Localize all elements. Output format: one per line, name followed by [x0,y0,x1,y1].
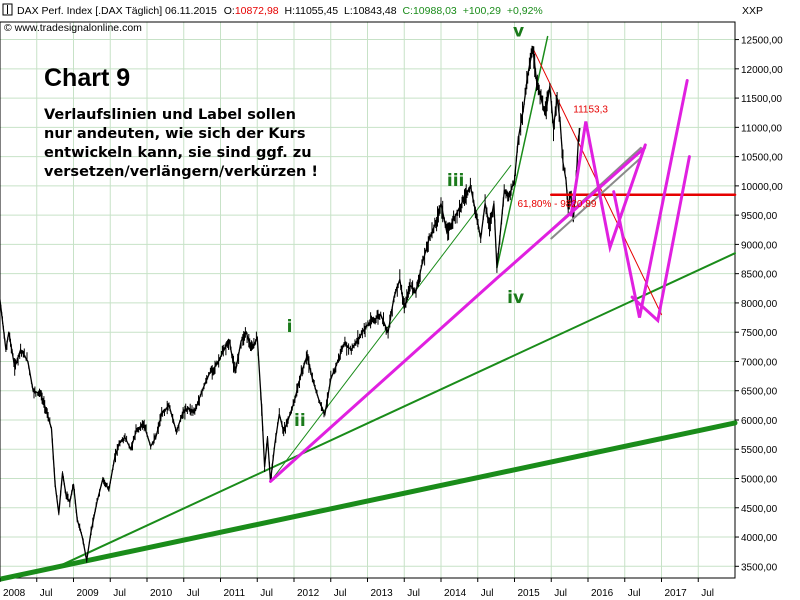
y-tick-label: 8500,00 [741,270,778,281]
annotation-title: Chart 9 [44,64,130,92]
trend-line-2011-thin [270,164,512,482]
y-tick-label: 7000,00 [741,357,778,368]
close-value: 10988,03 [413,5,457,17]
support-magenta [269,146,647,483]
y-tick-label: 7500,00 [741,328,778,339]
x-tick-label: Jul [260,588,273,599]
open-label: O: [224,5,235,17]
high-value: 11055,45 [295,5,338,17]
wave-label-iii: iii [447,171,464,191]
x-tick-label: 2008 [3,588,26,599]
x-tick-label: Jul [334,588,347,599]
high-label: H: [285,5,296,17]
price-line [0,48,581,561]
x-tick-label: 2013 [371,588,394,599]
x-tick-label: Jul [628,588,641,599]
y-tick-label: 9000,00 [741,240,778,251]
y-tick-label: 9500,00 [741,211,778,222]
y-tick-label: 4000,00 [741,533,778,544]
x-tick-label: Jul [701,588,714,599]
currency-label: XXP [742,5,763,17]
overlay-lines-over [269,79,737,483]
x-tick-label: 2010 [150,588,173,599]
y-tick-label: 8000,00 [741,299,778,310]
price-series [0,45,581,563]
x-tick-label: 2017 [665,588,688,599]
wave-label-ii: ii [294,411,306,431]
x-axis: 2008 Jul 2009 Jul 2010 Jul 2011 Jul 2012 Jul 2013 J… [0,578,714,599]
y-tick-label: 5500,00 [741,445,778,456]
x-tick-label: Jul [187,588,200,599]
price-bars [0,45,580,563]
low-value: 10843,48 [353,5,397,17]
x-tick-label: Jul [113,588,126,599]
source-label: www.tradesignalonline.com [14,22,142,34]
y-tick-label: 12500,00 [741,36,783,47]
annotation-line-3: entwickeln kann, sie sind ggf. zu [44,145,312,161]
copyright-icon: © [4,22,12,34]
annotation: Chart 9 Verlaufslinien und Label sollen … [44,64,318,180]
annotation-line-1: Verlaufslinien und Label sollen [44,107,296,123]
close-label: C: [402,5,413,17]
low-label: L: [344,5,353,17]
header: DAX Perf. Index [.DAX Täglich] 06.11.201… [2,3,763,34]
y-tick-label: 5000,00 [741,475,778,486]
svg-text:DAX Perf. Index [.DAX Täglich: DAX Perf. Index [.DAX Täglich] 06.11.201… [17,5,543,17]
chart-title: DAX Perf. Index [.DAX Täglich] 06.11.201… [17,5,217,17]
wave-label-i: i [287,317,293,337]
open-value: 10872,98 [235,5,279,17]
change-pct-value: +0,92% [507,5,543,17]
x-tick-label: Jul [554,588,567,599]
y-tick-label: 3500,00 [741,562,778,573]
x-tick-label: 2016 [591,588,614,599]
y-tick-label: 11000,00 [741,123,782,134]
level-label-11153: 11153,3 [573,105,608,116]
y-tick-label: 10500,00 [741,153,783,164]
x-tick-label: Jul [481,588,494,599]
annotation-line-4: versetzen/verlängern/verkürzen ! [44,164,318,180]
projection-1 [569,121,647,254]
projection-3 [630,155,691,324]
y-tick-label: 12000,00 [741,65,783,76]
x-tick-label: Jul [407,588,420,599]
wave-label-v: v [513,22,524,42]
y-tick-label: 4500,00 [741,504,778,515]
y-tick-label: 6500,00 [741,387,778,398]
annotation-line-2: nur andeuten, wie sich der Kurs [44,126,305,142]
x-tick-label: 2012 [297,588,320,599]
y-tick-label: 6000,00 [741,416,778,427]
y-axis: 3500,00 4000,00 4500,00 5000,00 5500,00 6000,… [735,36,783,573]
channel-grey [550,156,642,240]
x-tick-label: 2011 [224,588,246,599]
level-label-fib: 61,80% - 9820,89 [517,199,596,210]
grid [0,22,735,578]
trend-line-2009 [57,252,736,568]
x-tick-label: Jul [40,588,53,599]
y-tick-label: 10000,00 [741,182,783,193]
overlay-lines-under [0,35,738,582]
change-value: +100,29 [463,5,501,17]
svg-text:© www.tradesignalonline.com: © www.tradesignalonline.com [4,22,142,34]
trend-line-2014 [496,35,549,269]
level-labels: 11153,3 61,80% - 9820,89 [517,105,608,210]
x-tick-label: 2014 [444,588,467,599]
y-tick-label: 11500,00 [741,94,782,105]
x-tick-label: 2009 [77,588,100,599]
projection-2 [612,79,689,318]
x-tick-label: 2015 [518,588,541,599]
wave-label-iv: iv [507,288,524,308]
trend-line-2008-main [0,420,738,582]
